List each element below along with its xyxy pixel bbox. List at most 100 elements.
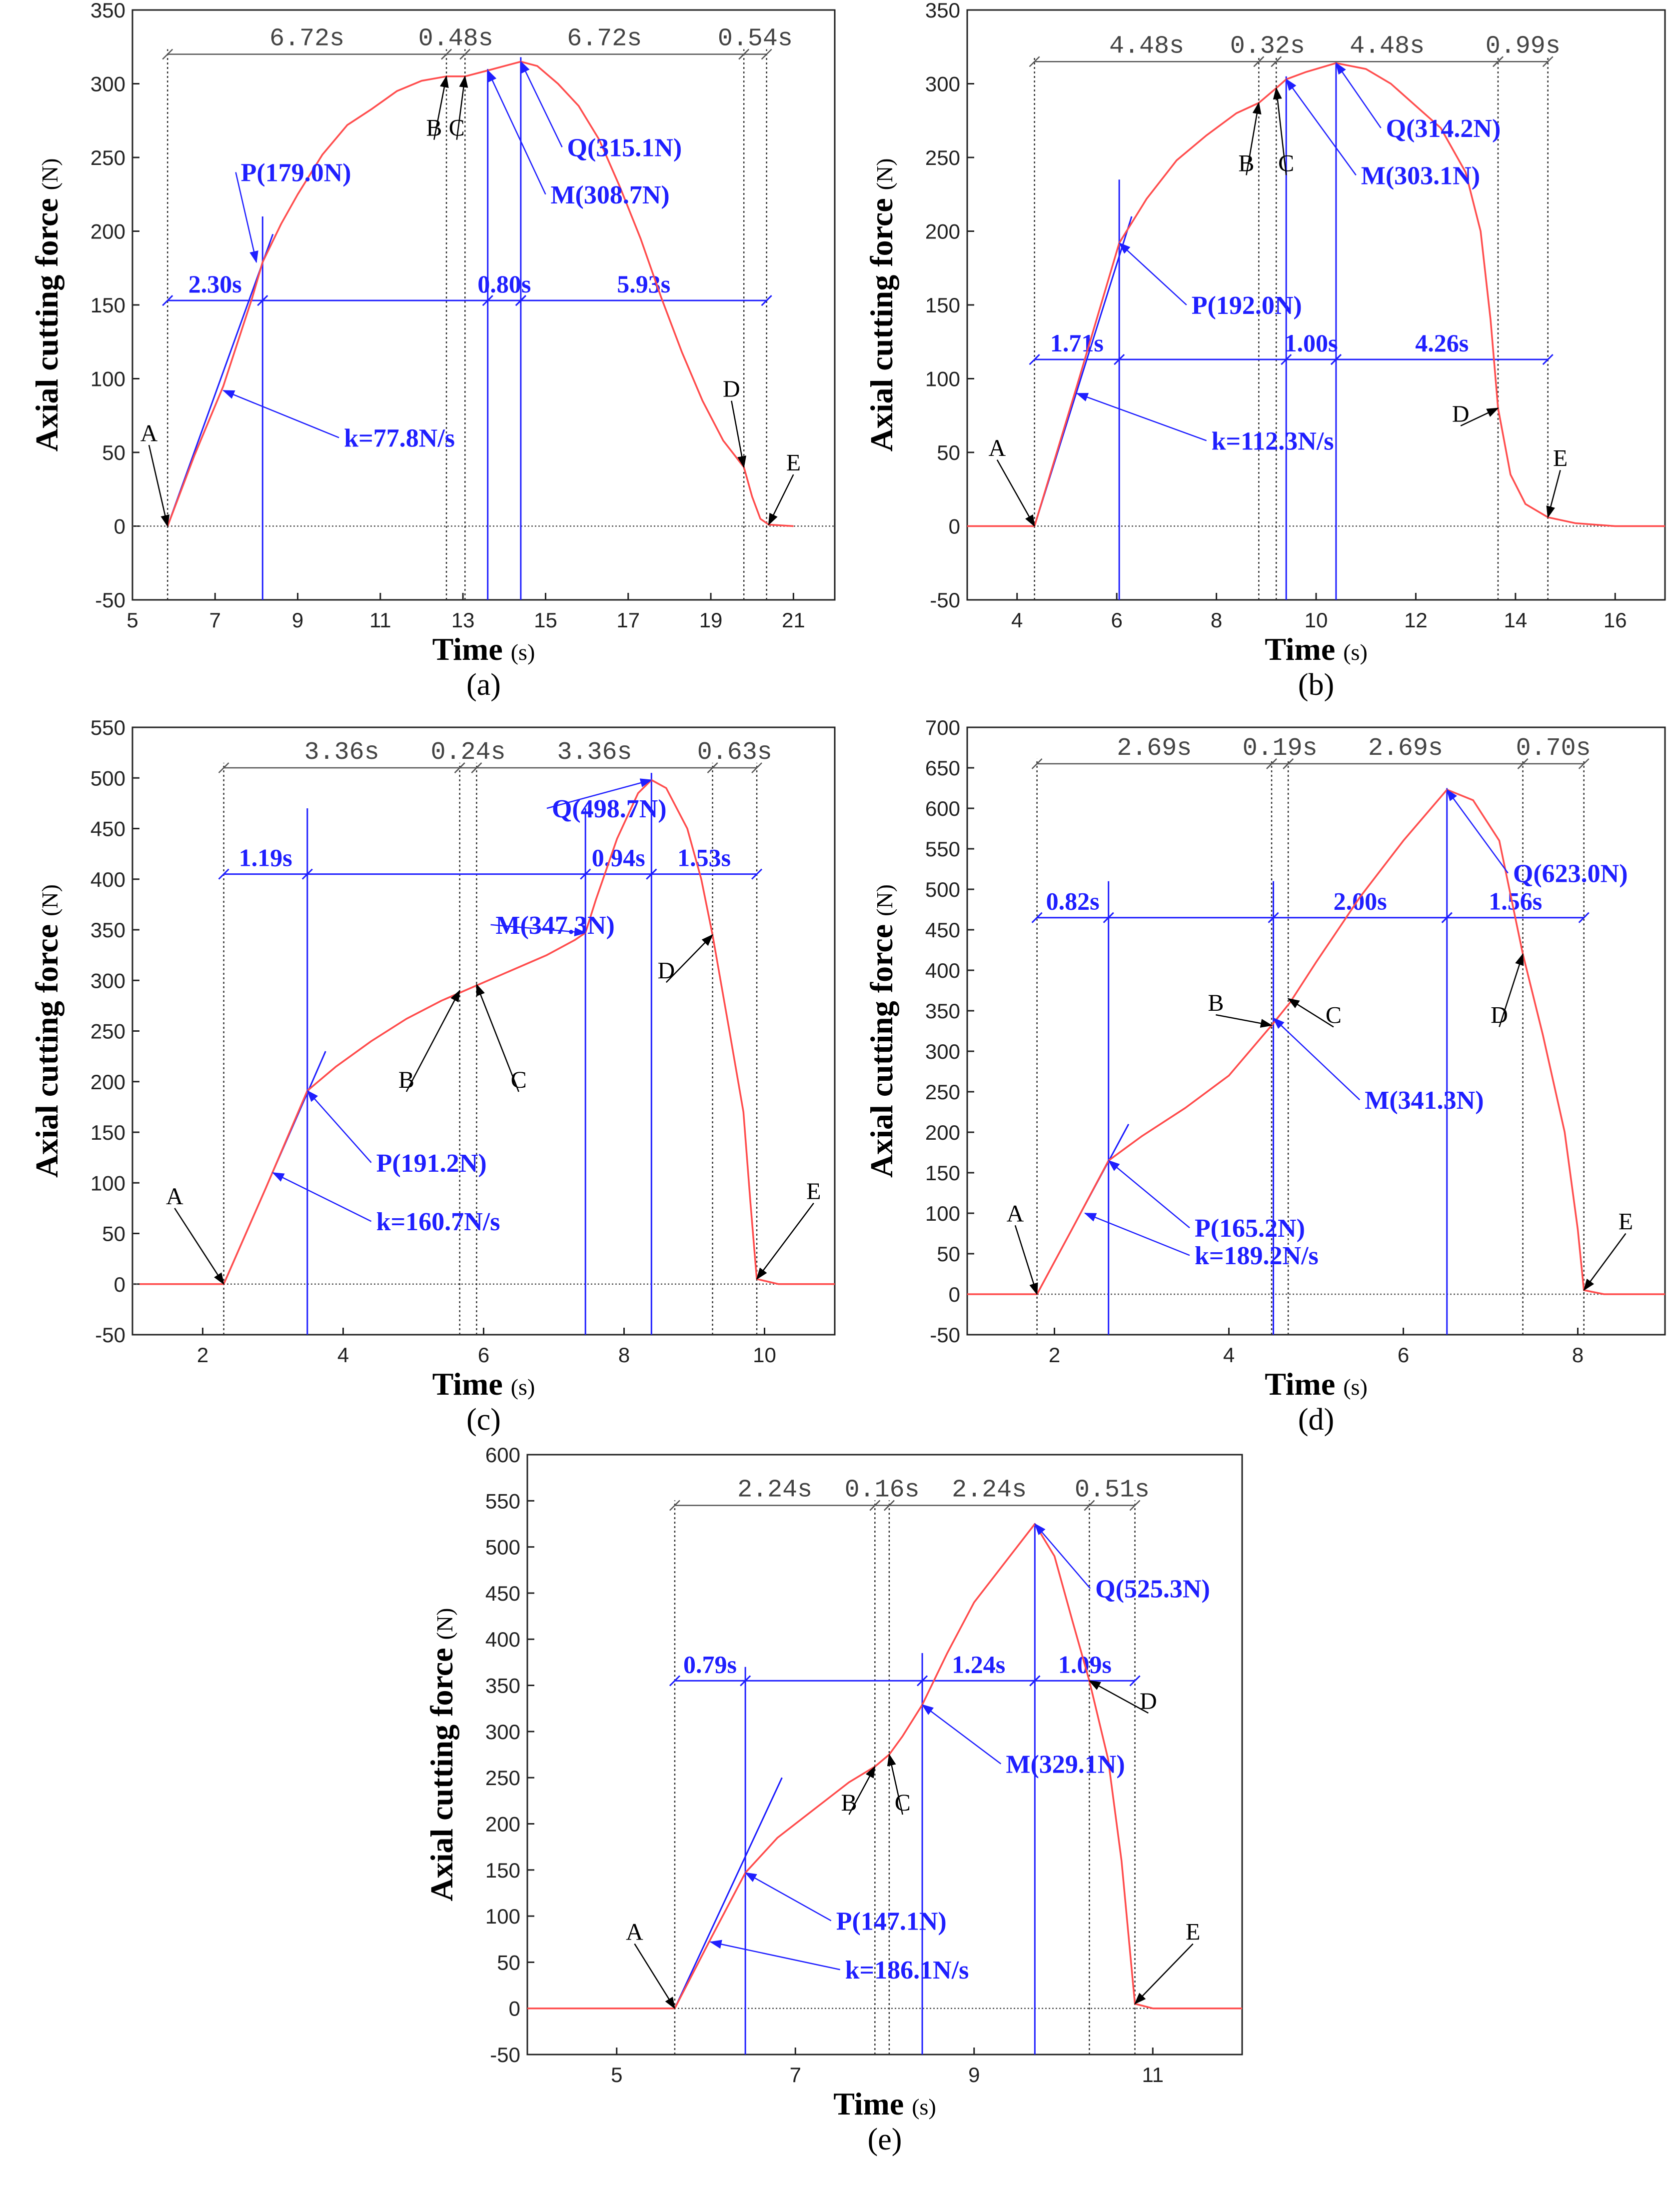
y-axis-title: Axial cutting force (N) xyxy=(424,1608,459,1901)
dimension-tick xyxy=(646,868,657,880)
x-tick-label: 19 xyxy=(699,608,723,632)
x-tick-label: 10 xyxy=(753,1343,776,1367)
point-arrow-P xyxy=(1118,242,1187,305)
point-arrow-k xyxy=(709,1940,840,1971)
x-axis-title: Time (s) xyxy=(432,631,535,667)
dimension-tick xyxy=(1129,1500,1141,1511)
dimension-tick xyxy=(1283,758,1294,769)
point-label-A: A xyxy=(140,420,158,446)
point-arrow-A xyxy=(1014,1225,1038,1295)
y-tick-label: 150 xyxy=(925,1161,960,1185)
y-tick-label: 500 xyxy=(90,766,125,790)
y-tick-label: 100 xyxy=(925,1202,960,1225)
x-tick-label: 8 xyxy=(1572,1343,1584,1367)
dimension-tick xyxy=(1253,56,1265,67)
point-label-k: k=160.7N/s xyxy=(376,1208,500,1236)
point-label-A: A xyxy=(988,435,1006,461)
dimension-tick xyxy=(1031,758,1043,769)
point-label-E: E xyxy=(1186,1919,1200,1945)
dimension-tick xyxy=(1031,912,1043,923)
x-tick-label: 11 xyxy=(1142,2063,1164,2087)
point-label-D: D xyxy=(657,957,675,984)
point-arrow-D xyxy=(1460,407,1499,427)
x-tick-label: 15 xyxy=(534,608,557,632)
point-label-C: C xyxy=(1326,1002,1342,1028)
force-curve xyxy=(527,1523,1242,2010)
dimension-tick xyxy=(669,1675,680,1687)
x-tick-label: 13 xyxy=(451,608,475,632)
y-tick-label: 400 xyxy=(485,1628,520,1651)
point-label-Q: Q(623.0N) xyxy=(1513,860,1628,888)
point-arrow-P xyxy=(235,172,258,263)
y-tick-label: 350 xyxy=(485,1674,520,1698)
mid-duration-label: 1.19s xyxy=(239,844,292,872)
dimension-tick xyxy=(1578,758,1590,769)
top-duration-label: 3.36s xyxy=(557,738,632,767)
top-duration-label: 0.70s xyxy=(1516,734,1591,763)
top-duration-label: 0.32s xyxy=(1230,32,1305,60)
point-arrow-A xyxy=(148,444,170,527)
top-duration-label: 6.72s xyxy=(567,25,642,53)
x-tick-label: 4 xyxy=(1223,1343,1235,1367)
dimension-tick xyxy=(1029,56,1040,67)
force-curve xyxy=(967,788,1665,1295)
dimension-tick xyxy=(1268,912,1279,923)
y-tick-label: 200 xyxy=(485,1812,520,1836)
dimension-tick xyxy=(751,762,762,773)
point-arrow-Q xyxy=(1034,1523,1091,1589)
plot-frame xyxy=(526,1454,1243,2056)
y-tick-label: 100 xyxy=(485,1905,520,1928)
point-label-M: M(329.1N) xyxy=(1006,1750,1125,1779)
top-duration-label: 2.24s xyxy=(737,1476,812,1505)
point-arrow-C xyxy=(456,75,468,140)
dimension-tick xyxy=(454,762,465,773)
point-arrow-D xyxy=(1088,1680,1149,1714)
x-tick-label: 8 xyxy=(618,1343,630,1367)
dimension-tick xyxy=(1271,56,1282,67)
mid-duration-label: 0.80s xyxy=(477,270,531,298)
dimension-tick xyxy=(1578,912,1590,923)
panel-caption: (a) xyxy=(466,668,501,702)
x-axis-title: Time (s) xyxy=(432,1366,535,1402)
top-duration-label: 6.72s xyxy=(269,25,344,53)
point-arrow-E xyxy=(1583,1233,1627,1291)
point-arrow-E xyxy=(768,474,794,526)
dimension-tick xyxy=(1029,354,1040,365)
point-label-B: B xyxy=(1238,150,1254,176)
dimension-tick xyxy=(441,48,452,60)
point-label-Q: Q(315.1N) xyxy=(567,133,682,162)
dimension-tick xyxy=(515,295,526,306)
point-arrow-A xyxy=(996,459,1035,527)
y-tick-label: 450 xyxy=(925,918,960,942)
top-duration-label: 0.48s xyxy=(418,25,493,53)
x-tick-label: 9 xyxy=(968,2063,980,2087)
mid-duration-label: 5.93s xyxy=(617,270,670,298)
point-arrow-C xyxy=(1273,87,1287,175)
dimension-tick xyxy=(740,1675,751,1687)
mid-duration-label: 0.82s xyxy=(1046,887,1100,915)
y-tick-label: 300 xyxy=(90,72,125,96)
point-arrow-C xyxy=(476,983,519,1092)
point-label-B: B xyxy=(1208,990,1224,1016)
y-tick-label: 100 xyxy=(925,367,960,391)
y-tick-label: 200 xyxy=(90,1070,125,1094)
x-tick-label: 14 xyxy=(1504,608,1527,632)
point-label-A: A xyxy=(1007,1200,1024,1227)
chart-svg-d: -50 0 50 100 150 200 250 300 350 400 450 500 550 600 6… xyxy=(864,716,1666,1437)
dimension-tick xyxy=(1441,912,1453,923)
mid-duration-label: 1.00s xyxy=(1285,329,1338,357)
point-arrow-P xyxy=(306,1090,372,1163)
point-arrow-Q xyxy=(546,778,653,809)
y-tick-label: -50 xyxy=(490,2043,520,2067)
y-tick-label: 200 xyxy=(925,220,960,243)
x-tick-label: 6 xyxy=(1398,1343,1409,1367)
point-label-B: B xyxy=(398,1067,414,1093)
y-tick-label: 550 xyxy=(90,716,125,739)
x-tick-label: 4 xyxy=(1011,608,1023,632)
point-label-C: C xyxy=(511,1067,527,1093)
y-tick-label: 300 xyxy=(90,969,125,992)
y-tick-label: 0 xyxy=(509,1997,520,2021)
y-tick-label: 250 xyxy=(90,1020,125,1043)
y-tick-label: 100 xyxy=(90,367,125,391)
point-arrow-D xyxy=(731,400,746,468)
